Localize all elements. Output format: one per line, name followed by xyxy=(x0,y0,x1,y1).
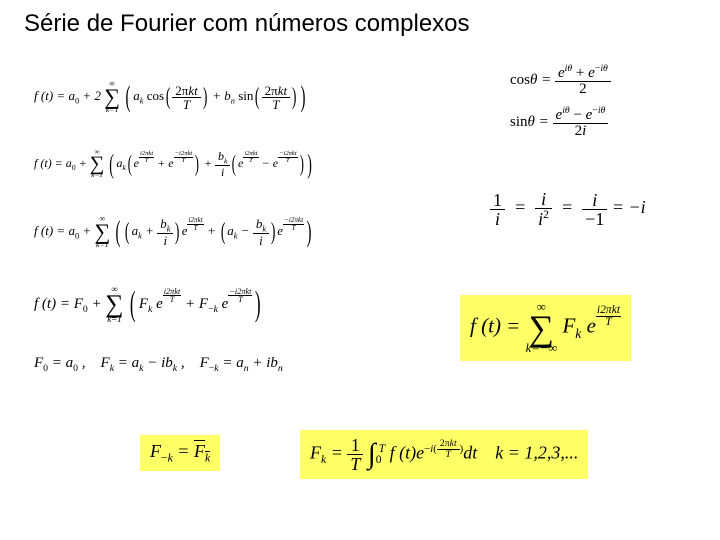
eq-conjugate: F−k = Fk xyxy=(140,435,220,471)
eq-fourier-real: f (t) = a0 + 2 ∞∑k=1 (ak cos(2πktT) + bn… xyxy=(34,80,308,114)
cos-identity: cosθ = eiθ + e−iθ2 xyxy=(510,64,611,97)
page-title: Série de Fourier com números complexos xyxy=(24,10,470,38)
eq-Fk-integral: Fk = 1T ∫0T f (t)e−i(2πktT)dt k = 1,2,3,… xyxy=(300,430,588,479)
eq-complex-fourier-boxed: f (t) = ∞∑k=−∞ Fk ei2πktT xyxy=(460,295,631,361)
sin-identity: sinθ = eiθ − e−iθ2i xyxy=(510,106,608,139)
eq-fourier-F: f (t) = F0 + ∞∑k=1 (Fk ei2πktT + F−k e−i… xyxy=(34,285,264,324)
one-over-i-chain: 1i = ii2 = i−1 = −i xyxy=(490,190,646,228)
eq-F-defs: F0 = a0 , Fk = ak − ibk , F−k = an + ibn xyxy=(34,355,283,374)
eq-fourier-exp2: f (t) = a0 + ∞∑k=1 ((ak + bki)ei2πktT + … xyxy=(34,215,314,249)
eq-fourier-exp1: f (t) = a0 + ∞∑k=1 (ak(ei2πktT + e−i2πkt… xyxy=(34,148,314,180)
